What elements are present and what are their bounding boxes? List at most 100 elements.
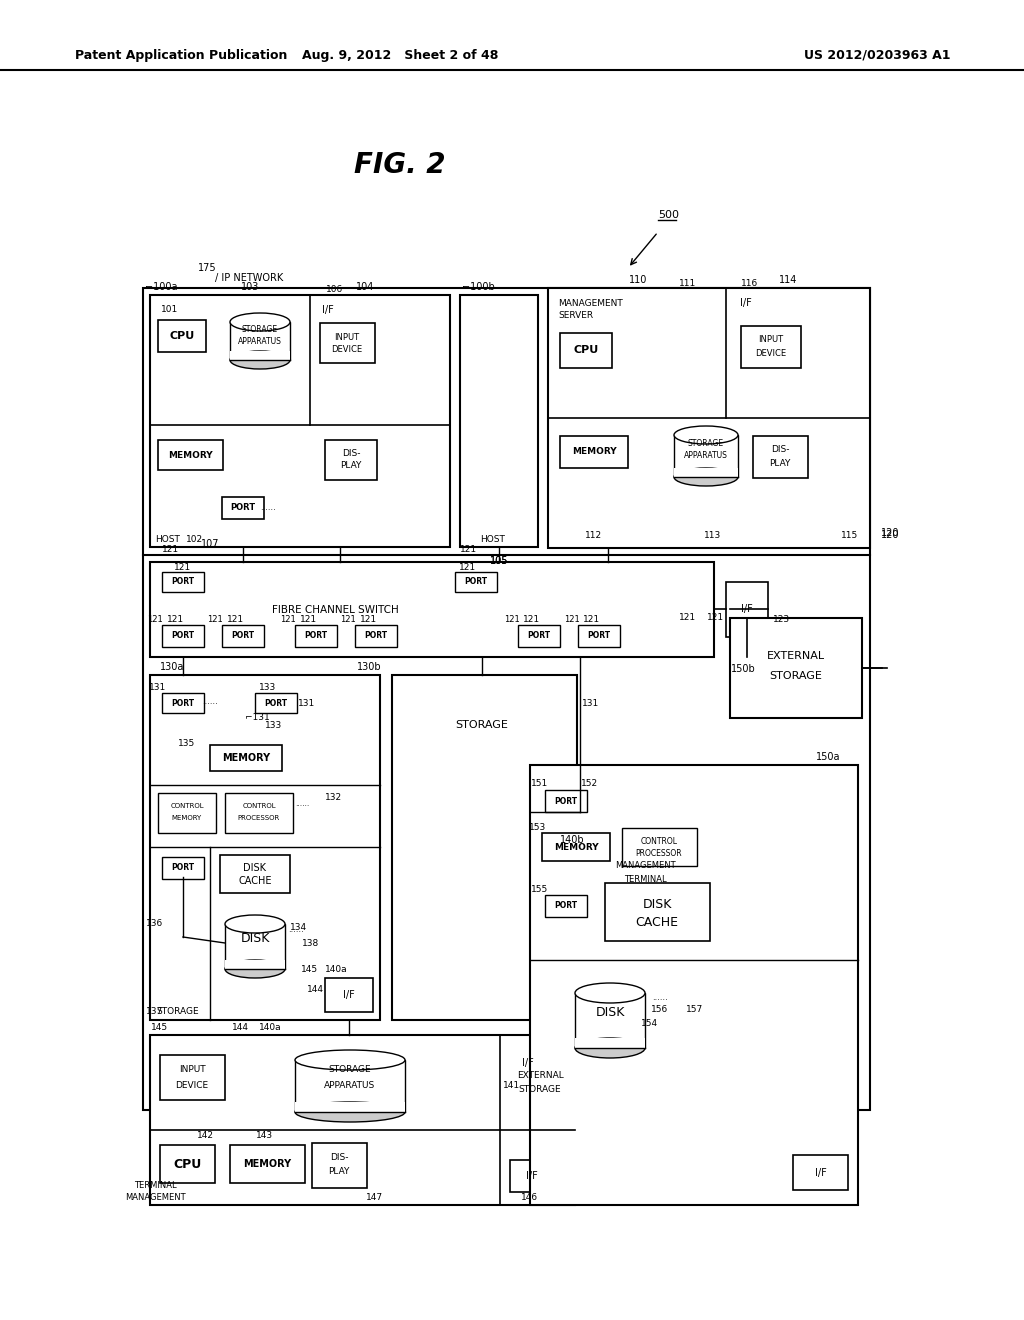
Text: 130b: 130b [357,663,382,672]
Text: 121: 121 [680,612,696,622]
Text: 104: 104 [355,282,374,292]
Bar [230,322,290,360]
Text: 142: 142 [197,1130,213,1139]
Bar [530,766,858,1205]
Text: PORT: PORT [554,796,578,805]
Text: Patent Application Publication: Patent Application Publication [75,49,288,62]
Text: PORT: PORT [171,631,195,640]
Bar [158,793,216,833]
Text: 113: 113 [705,531,722,540]
Text: CPU: CPU [573,345,599,355]
Text: MANAGEMENT: MANAGEMENT [614,862,675,870]
Text: 121: 121 [460,545,477,554]
Bar [392,675,577,1020]
Text: 150a: 150a [816,752,841,762]
Text: 157: 157 [686,1006,703,1015]
Bar [150,294,450,546]
Bar [158,319,206,352]
Bar [162,857,204,879]
Text: MANAGEMENT: MANAGEMENT [125,1192,185,1201]
Text: 150b: 150b [731,664,756,675]
Text: MEMORY: MEMORY [168,450,212,459]
Text: 121: 121 [360,615,377,624]
Text: CONTROL: CONTROL [170,803,204,809]
Text: 120: 120 [881,528,899,539]
Text: 154: 154 [641,1019,658,1027]
Text: MEMORY: MEMORY [172,814,202,821]
Text: PORT: PORT [264,698,288,708]
Text: 106: 106 [327,285,344,294]
Bar [622,828,697,866]
Bar [312,1143,367,1188]
Text: CACHE: CACHE [636,916,679,929]
Bar [222,624,264,647]
Text: PLAY: PLAY [329,1167,349,1176]
Text: DISK: DISK [244,863,266,873]
Text: STORAGE: STORAGE [770,671,822,681]
Bar [560,436,628,469]
Bar [510,1160,555,1192]
Bar [150,562,714,657]
Text: ......: ...... [260,503,275,512]
Text: PLAY: PLAY [340,462,361,470]
Text: DISK: DISK [642,899,672,912]
Bar [150,1035,575,1205]
Text: I/F: I/F [522,1059,534,1068]
Text: PORT: PORT [365,631,387,640]
Text: 133: 133 [265,721,283,730]
Bar [325,440,377,480]
Bar [162,693,204,713]
Text: 121: 121 [564,615,580,623]
Text: 138: 138 [302,939,319,948]
Text: DEVICE: DEVICE [175,1081,209,1089]
Bar [158,440,223,470]
Bar [225,924,285,969]
Text: 102: 102 [186,535,204,544]
Bar [545,895,587,917]
Text: 153: 153 [529,824,547,833]
Text: APPARATUS: APPARATUS [238,338,282,346]
Text: PROCESSOR: PROCESSOR [238,814,281,821]
Text: TERMINAL: TERMINAL [624,875,667,884]
Text: 111: 111 [679,279,696,288]
Ellipse shape [295,1102,406,1122]
Bar [753,436,808,478]
Bar [578,624,620,647]
Text: PORT: PORT [171,863,195,873]
Text: PORT: PORT [465,578,487,586]
Ellipse shape [295,1049,406,1071]
Text: CPU: CPU [169,331,195,341]
Text: 107: 107 [201,539,219,549]
Text: APPARATUS: APPARATUS [325,1081,376,1089]
Bar [210,744,282,771]
Text: INPUT: INPUT [759,335,783,345]
Text: PORT: PORT [230,503,256,512]
Text: DISK: DISK [241,932,269,945]
Bar [255,693,297,713]
Bar [162,572,204,591]
Bar [222,498,264,519]
Bar [575,1038,645,1048]
Bar [230,351,290,360]
Text: 103: 103 [241,282,259,292]
Ellipse shape [230,351,290,370]
Text: ⌐100b: ⌐100b [462,282,495,292]
Text: 131: 131 [582,698,599,708]
Text: 132: 132 [325,793,342,803]
Text: I/F: I/F [323,305,334,315]
Text: / IP NETWORK: / IP NETWORK [215,273,284,282]
Text: 143: 143 [256,1130,273,1139]
Text: 121: 121 [460,564,476,573]
Text: 175: 175 [198,263,217,273]
Text: INPUT: INPUT [335,333,359,342]
Text: HOST: HOST [480,535,505,544]
Bar [605,883,710,941]
Text: FIBRE CHANNEL SWITCH: FIBRE CHANNEL SWITCH [271,605,398,615]
Text: SERVER: SERVER [558,312,593,321]
Text: ⌐131: ⌐131 [245,714,269,722]
Text: INPUT: INPUT [178,1065,206,1074]
Text: 112: 112 [586,531,602,540]
Text: 105: 105 [489,556,508,566]
Bar [674,469,738,477]
Text: I/F: I/F [740,298,752,308]
